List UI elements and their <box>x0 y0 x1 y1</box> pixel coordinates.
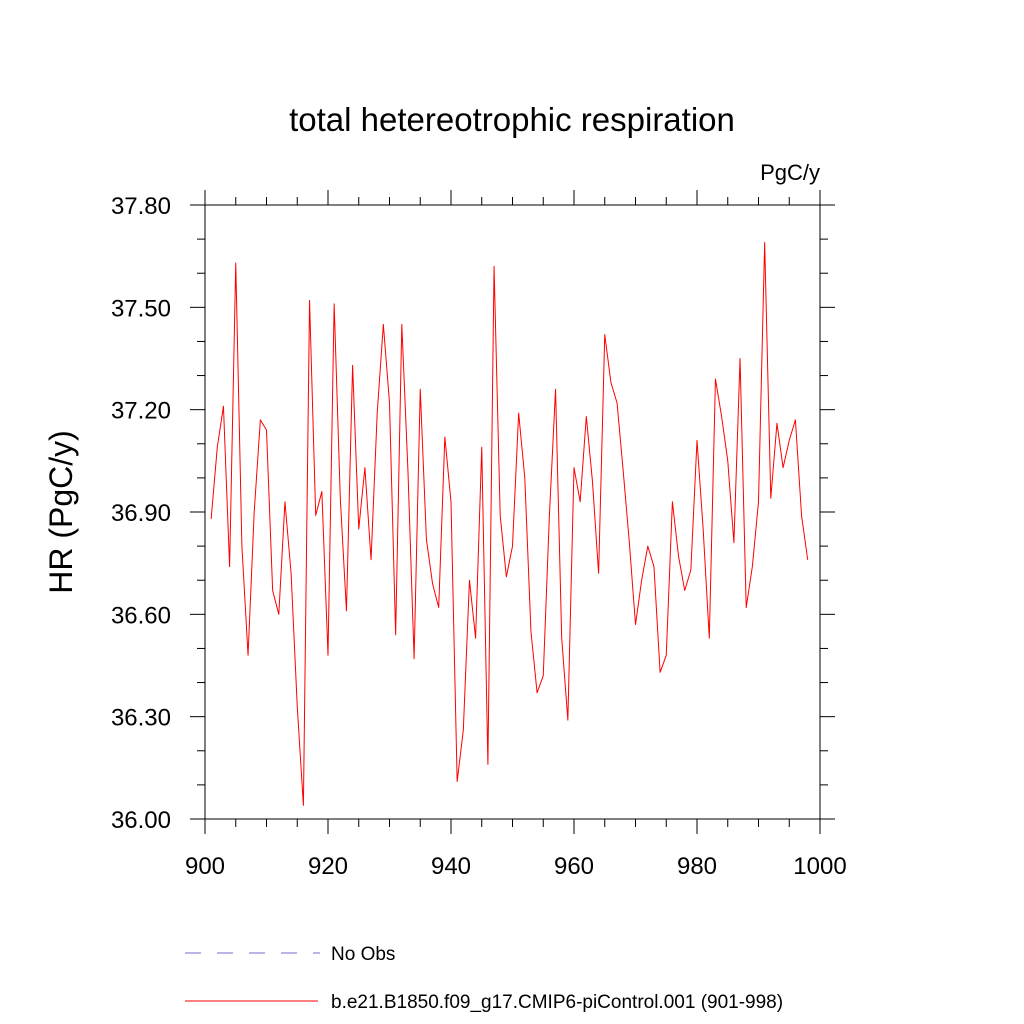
y-tick-label: 36.90 <box>111 500 171 527</box>
y-tick-label: 36.00 <box>111 807 171 834</box>
y-tick-label: 36.30 <box>111 705 171 732</box>
y-axis-label: HR (PgC/y) <box>43 430 79 594</box>
series-line-0 <box>210 242 809 806</box>
x-tick-label: 920 <box>308 853 348 880</box>
x-tick-label: 960 <box>554 853 594 880</box>
minor-ticks <box>197 197 828 827</box>
x-tick-label: 900 <box>185 853 225 880</box>
chart-title: total hetereotrophic respiration <box>289 101 735 138</box>
y-tick-label: 37.20 <box>111 398 171 425</box>
x-tick-label: 1000 <box>793 853 846 880</box>
y-tick-label: 37.50 <box>111 295 171 322</box>
y-tick-label: 36.60 <box>111 602 171 629</box>
x-tick-label: 940 <box>431 853 471 880</box>
major-ticks <box>190 190 835 834</box>
x-tick-labels: 900 920 940 960 980 1000 <box>185 853 847 880</box>
legend-label-no-obs: No Obs <box>331 944 395 965</box>
units-label: PgC/y <box>760 160 820 185</box>
legend: No Obs b.e21.B1850.f09_g17.CMIP6-piContr… <box>185 944 783 1013</box>
legend-label-control-run: b.e21.B1850.f09_g17.CMIP6-piControl.001 … <box>331 992 783 1013</box>
y-tick-label: 37.80 <box>111 193 171 220</box>
y-tick-labels: 36.00 36.30 36.60 36.90 37.20 37.50 37.80 <box>111 193 171 834</box>
series-layer <box>210 242 809 806</box>
x-tick-label: 980 <box>677 853 717 880</box>
plot-frame <box>204 204 821 820</box>
